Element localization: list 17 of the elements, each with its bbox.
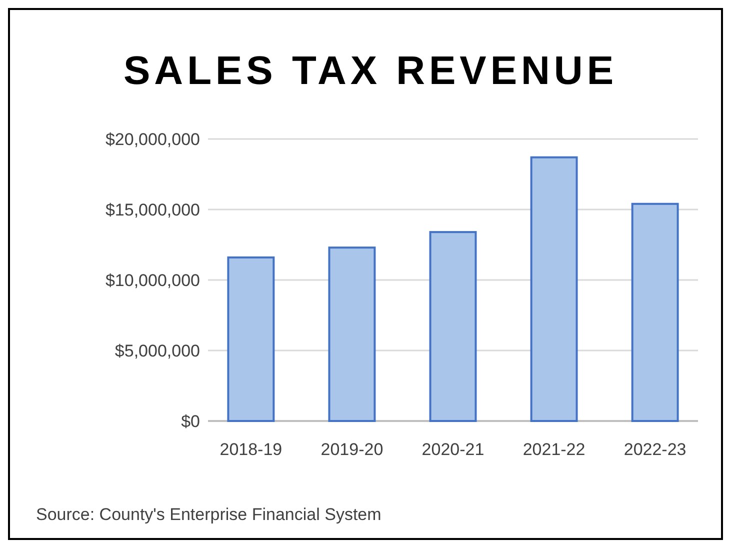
bar [530,156,578,422]
chart-title: SALES TAX REVENUE [124,49,618,93]
x-tick-label: 2019-20 [320,440,384,459]
y-tick-label: $5,000,000 [114,341,200,360]
bar [429,231,477,422]
x-tick-label: 2021-22 [522,440,586,459]
y-tick-label: $20,000,000 [105,130,200,149]
x-tick-label: 2018-19 [220,440,282,459]
y-tick-label: $15,000,000 [105,200,200,220]
bar [631,202,679,422]
y-tick-label: $10,000,000 [105,270,200,290]
y-tick-label: $0 [181,412,200,431]
x-tick-label: 2020-21 [422,440,484,459]
bar [328,246,376,422]
bar [227,256,275,422]
source-note: Source: County's Enterprise Financial System [36,505,382,524]
x-tick-label: 2022-23 [624,440,686,459]
